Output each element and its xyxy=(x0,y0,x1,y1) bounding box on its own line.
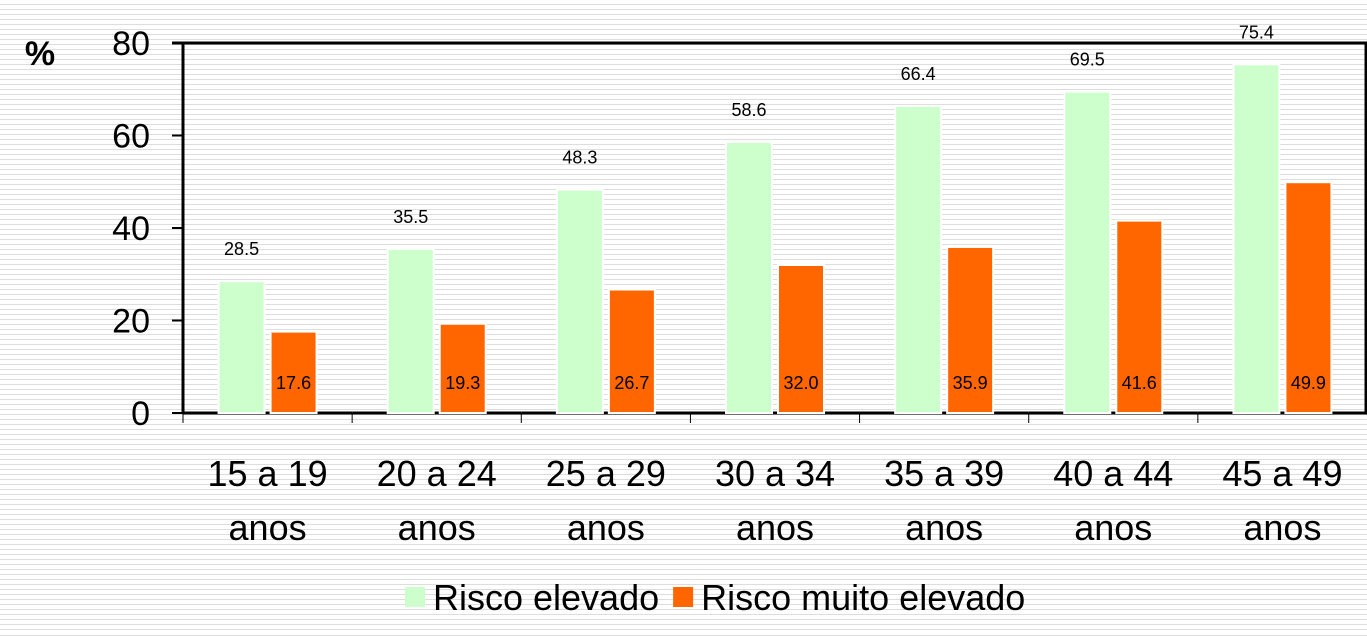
x-tick-label: 20 a 24 xyxy=(377,453,497,494)
bar-risco-muito-elevado xyxy=(607,288,656,415)
y-tick-label: 20 xyxy=(112,303,150,341)
x-tick-labels: 15 a 19 anos 20 a 24 anos 25 a 29 anos 30 a 34… xyxy=(208,453,1343,548)
data-labels: 28.5 17.6 35.5 19.3 48.3 26.7 58.6 32.0 66.4 35.9… xyxy=(224,22,1326,393)
data-label-risco-elevado: 69.5 xyxy=(1070,50,1105,70)
y-tick-labels: 0 20 40 60 80% xyxy=(25,25,150,433)
x-tick-label: anos xyxy=(1243,507,1321,548)
legend-swatch xyxy=(673,587,694,607)
y-tick-label: 60 xyxy=(112,118,150,156)
x-tick-label: 25 a 29 xyxy=(546,453,666,494)
x-tick-label: 45 a 49 xyxy=(1222,453,1342,494)
bar-risco-elevado xyxy=(1232,63,1281,415)
data-label-risco-elevado: 75.4 xyxy=(1239,22,1274,42)
x-tick-label: anos xyxy=(398,507,476,548)
y-tick-label: 40 xyxy=(112,210,150,248)
y-tick-label: 0 xyxy=(131,395,150,433)
bar-risco-elevado xyxy=(555,188,604,414)
data-label-risco-muito-elevado: 35.9 xyxy=(953,373,988,393)
legend-label: Risco elevado xyxy=(433,577,659,618)
data-label-risco-elevado: 28.5 xyxy=(224,239,259,259)
x-tick-label: anos xyxy=(905,507,983,548)
x-tick-label: anos xyxy=(736,507,814,548)
data-label-risco-muito-elevado: 17.6 xyxy=(276,373,311,393)
x-tick-label: anos xyxy=(567,507,645,548)
data-label-risco-muito-elevado: 41.6 xyxy=(1122,373,1157,393)
bar-risco-elevado xyxy=(725,140,773,414)
bar-risco-muito-elevado xyxy=(269,330,318,415)
data-label-risco-elevado: 35.5 xyxy=(393,207,428,227)
bar-risco-muito-elevado xyxy=(438,322,487,414)
x-tick-label: anos xyxy=(229,507,307,548)
x-tick-label: 40 a 44 xyxy=(1053,453,1173,494)
data-label-risco-muito-elevado: 26.7 xyxy=(614,373,649,393)
x-tick-label: 15 a 19 xyxy=(208,453,328,494)
bar-risco-elevado xyxy=(386,247,435,414)
bar-risco-muito-elevado xyxy=(1284,181,1333,414)
x-tick-label: 30 a 34 xyxy=(715,453,835,494)
data-label-risco-elevado: 58.6 xyxy=(731,100,766,120)
data-label-risco-elevado: 48.3 xyxy=(562,148,597,168)
x-tick-label: 35 a 39 xyxy=(884,453,1004,494)
legend: Risco elevado Risco muito elevado xyxy=(405,577,1025,618)
data-label-risco-muito-elevado: 49.9 xyxy=(1291,373,1326,393)
bar-risco-elevado xyxy=(894,104,943,415)
legend-label: Risco muito elevado xyxy=(701,577,1025,618)
bar-risco-elevado xyxy=(217,280,266,414)
y-axis-label: % xyxy=(25,35,55,73)
y-tick-label: 80 xyxy=(112,25,150,63)
bar-risco-muito-elevado xyxy=(1115,219,1164,414)
bar-risco-muito-elevado xyxy=(777,264,825,414)
bar-risco-elevado xyxy=(1063,90,1112,414)
data-label-risco-muito-elevado: 19.3 xyxy=(445,373,480,393)
data-label-risco-elevado: 66.4 xyxy=(901,64,936,84)
axes xyxy=(172,41,1367,423)
x-tick-label: anos xyxy=(1074,507,1152,548)
data-label-risco-muito-elevado: 32.0 xyxy=(783,373,818,393)
bars xyxy=(217,63,1333,415)
legend-swatch xyxy=(405,587,425,607)
bar-risco-muito-elevado xyxy=(946,245,995,414)
